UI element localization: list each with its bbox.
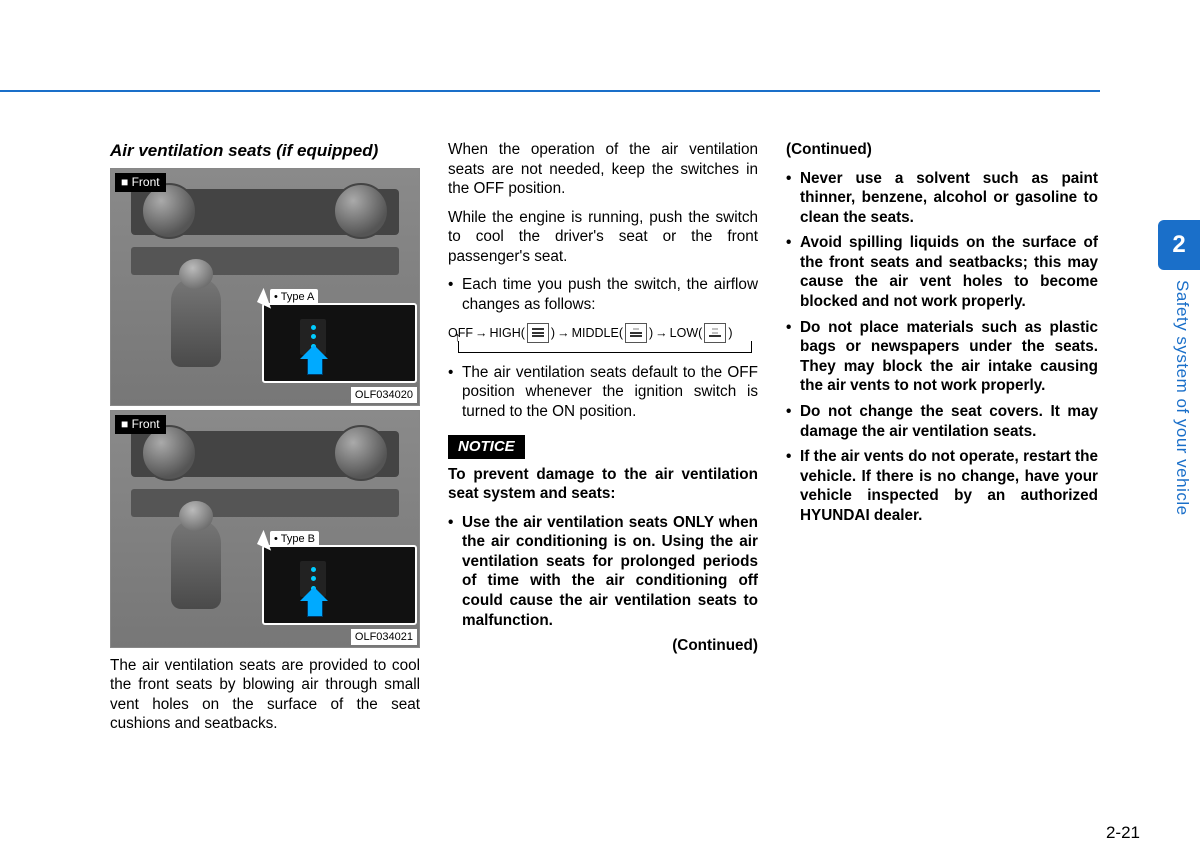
figure-type-b: ■ Front • Type B OLF034021 [110, 410, 420, 648]
column-2: When the operation of the air ventilatio… [448, 140, 758, 743]
gear-shifter-illustration [171, 277, 221, 367]
page-content: Air ventilation seats (if equipped) ■ Fr… [110, 140, 1100, 743]
bullet-dot: • [786, 169, 800, 228]
bullet-dot: • [786, 233, 800, 311]
flow-low: LOW( [670, 323, 703, 343]
flow-high: HIGH( [490, 323, 525, 343]
col3-bullet-1: • Never use a solvent such as paint thin… [786, 169, 1098, 228]
dash-buttons-strip [131, 489, 399, 517]
flow-off: OFF [448, 323, 473, 343]
level-mid-icon [625, 323, 647, 343]
level-high-icon [527, 323, 549, 343]
notice-badge: NOTICE [448, 427, 758, 464]
flow-loop-line [458, 341, 752, 353]
figure-code-b: OLF034021 [351, 629, 417, 645]
bullet-dot: • [786, 447, 800, 525]
bullet-text: Avoid spilling liquids on the surface of… [800, 233, 1098, 311]
flow-mid: MIDDLE( [572, 323, 623, 343]
bullet-text: Do not change the seat covers. It may da… [800, 402, 1098, 441]
bullet-dot: • [448, 363, 462, 422]
col2-bullet-1: • Each time you push the switch, the air… [448, 275, 758, 314]
figure-inset-a: • Type A [262, 303, 417, 383]
flow-close: ) [728, 323, 732, 343]
page-number: 2-21 [1106, 823, 1140, 843]
col2-p1: When the operation of the air ventilatio… [448, 140, 758, 199]
section-heading: Air ventilation seats (if equipped) [110, 140, 420, 162]
chapter-tab: 2 [1158, 220, 1200, 270]
flow-arrow: → [655, 323, 668, 343]
col2-bullet-2: • The air ventilation seats default to t… [448, 363, 758, 422]
figure-code-a: OLF034020 [351, 387, 417, 403]
continued-marker: (Continued) [448, 636, 758, 656]
top-divider [0, 90, 1100, 92]
notice-bullet-1: • Use the air ventilation seats ONLY whe… [448, 513, 758, 630]
bullet-text: Each time you push the switch, the airfl… [462, 275, 758, 314]
continued-header: (Continued) [786, 140, 1098, 160]
bullet-text: If the air vents do not operate, restart… [800, 447, 1098, 525]
col3-bullet-2: • Avoid spilling liquids on the surface … [786, 233, 1098, 311]
bullet-dot: • [448, 275, 462, 314]
column-1: Air ventilation seats (if equipped) ■ Fr… [110, 140, 420, 743]
col3-bullet-4: • Do not change the seat covers. It may … [786, 402, 1098, 441]
gear-shifter-illustration [171, 519, 221, 609]
figure-front-label: ■ Front [115, 173, 166, 192]
flow-close: ) [649, 323, 653, 343]
type-b-badge: • Type B [270, 531, 319, 547]
bullet-text: Do not place materials such as plastic b… [800, 318, 1098, 396]
figure-front-label: ■ Front [115, 415, 166, 434]
col1-body: The air ventilation seats are provided t… [110, 656, 420, 734]
section-side-label: Safety system of your vehicle [1164, 280, 1192, 620]
flow-arrow: → [475, 323, 488, 343]
col3-bullet-5: • If the air vents do not operate, resta… [786, 447, 1098, 525]
figure-type-a: ■ Front • Type A OLF034020 [110, 168, 420, 406]
notice-intro: To prevent damage to the air ventilation… [448, 465, 758, 504]
airflow-sequence: OFF → HIGH( ) → MIDDLE( ) → LOW( ) [448, 323, 758, 353]
level-low-icon [704, 323, 726, 343]
col2-p2: While the engine is running, push the sw… [448, 208, 758, 267]
dash-buttons-strip [131, 247, 399, 275]
bullet-text: Use the air ventilation seats ONLY when … [462, 513, 758, 630]
dash-knob-right [333, 183, 389, 239]
arrow-up-icon [304, 347, 326, 375]
type-a-badge: • Type A [270, 289, 318, 305]
bullet-text: Never use a solvent such as paint thinne… [800, 169, 1098, 228]
bullet-dot: • [448, 513, 462, 630]
dash-knob-right [333, 425, 389, 481]
col3-bullet-3: • Do not place materials such as plastic… [786, 318, 1098, 396]
bullet-dot: • [786, 402, 800, 441]
column-3: (Continued) • Never use a solvent such a… [786, 140, 1098, 743]
bullet-text: The air ventilation seats default to the… [462, 363, 758, 422]
flow-close: ) [551, 323, 555, 343]
bullet-dot: • [786, 318, 800, 396]
figure-inset-b: • Type B [262, 545, 417, 625]
flow-arrow: → [557, 323, 570, 343]
arrow-up-icon [304, 589, 326, 617]
